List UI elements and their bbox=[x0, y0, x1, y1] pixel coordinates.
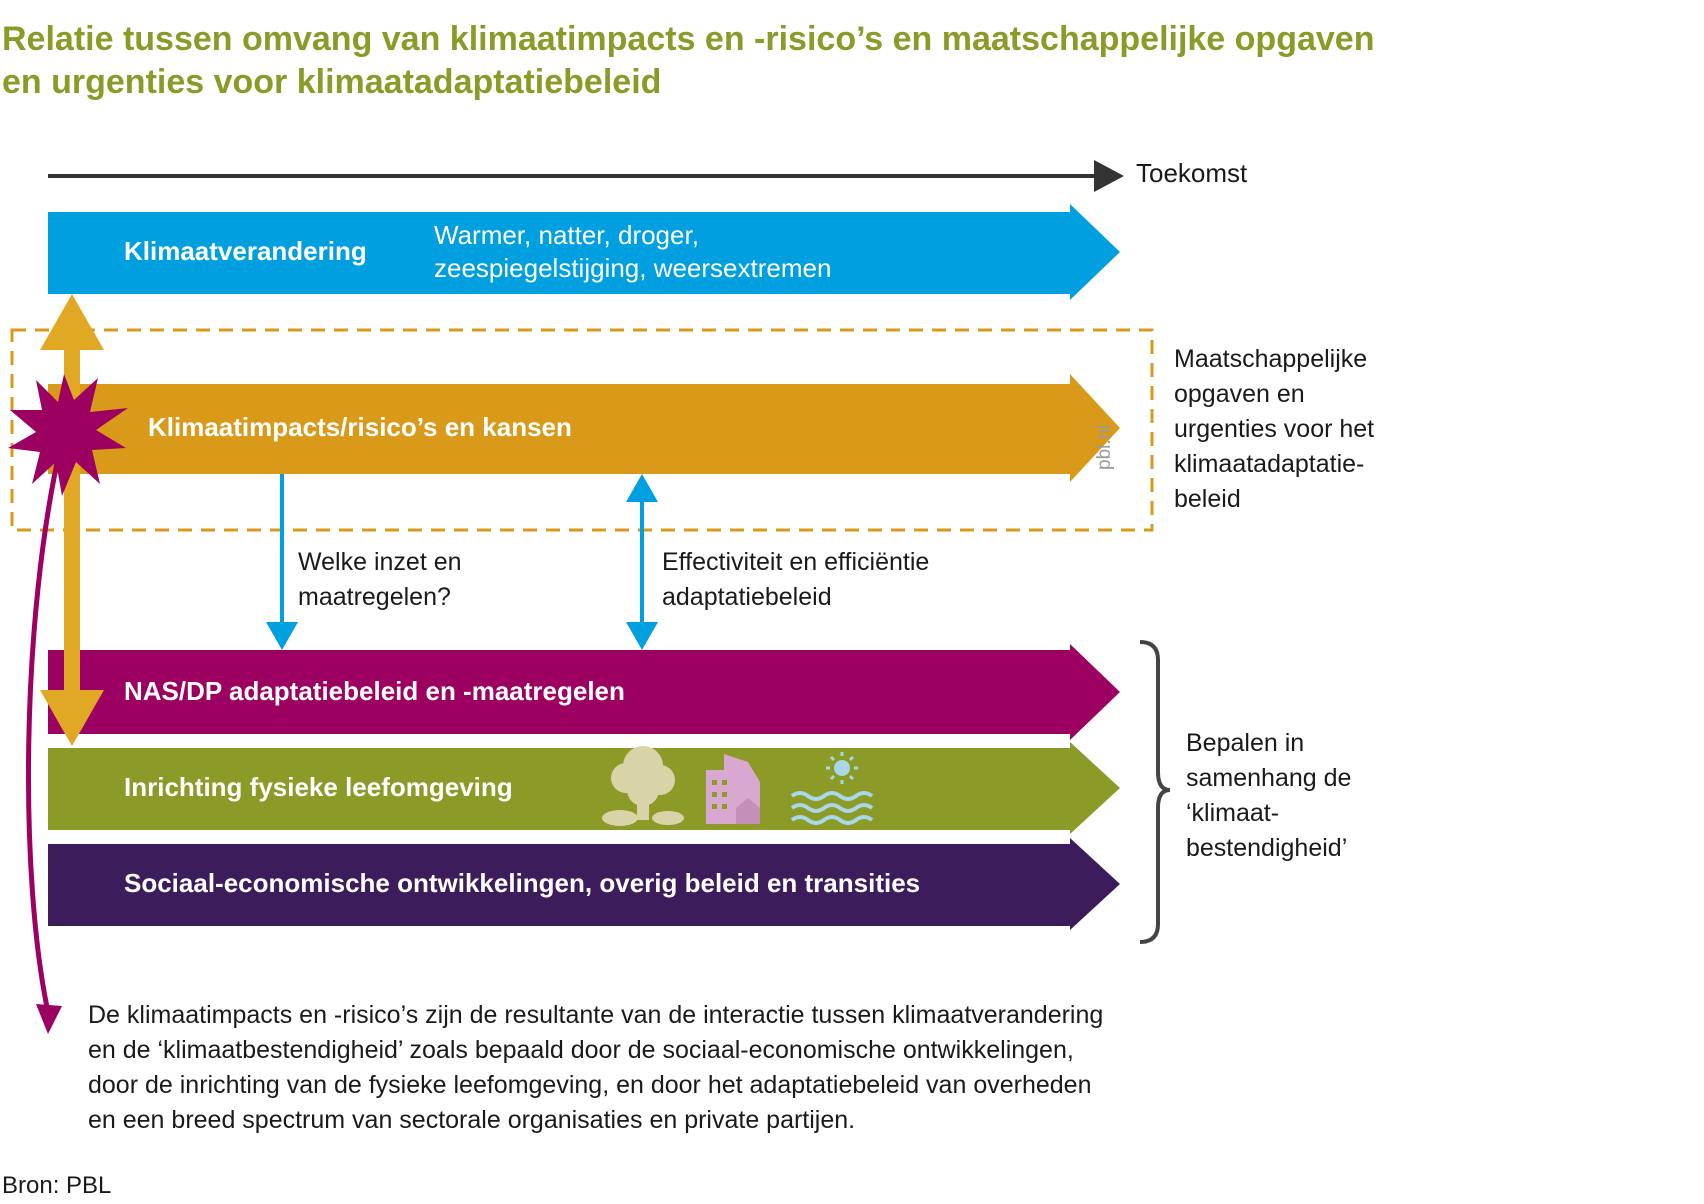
brace bbox=[1139, 640, 1171, 944]
dashed-box-label-line: urgenties voor het bbox=[1174, 415, 1375, 443]
bar-nas-dp bbox=[48, 644, 1120, 740]
tree-icon bbox=[602, 746, 684, 826]
buildings-icon bbox=[706, 754, 760, 824]
arrow-double-effectiviteit bbox=[626, 474, 658, 650]
arrow-magenta-curve bbox=[25, 439, 65, 1034]
bar-klimaatimpacts bbox=[48, 374, 1120, 482]
bar-sociaal-economisch bbox=[48, 838, 1120, 930]
bar-label-nas-dp: NAS/DP adaptatiebeleid en -maatregelen bbox=[124, 676, 625, 706]
question-right-line: Effectiviteit en efficiëntie bbox=[662, 548, 930, 576]
bar-sub-line1: Warmer, natter, droger, bbox=[434, 220, 699, 250]
bar-klimaatverandering bbox=[48, 204, 1120, 300]
arrow-down-inzet bbox=[266, 474, 298, 650]
dashed-box-label-line: klimaatadaptatie- bbox=[1174, 450, 1365, 478]
question-left-line: maatregelen? bbox=[298, 583, 451, 611]
dashed-box-label-line: beleid bbox=[1174, 485, 1241, 513]
page-title: Relatie tussen omvang van klimaatimpacts… bbox=[2, 20, 1375, 101]
question-right-line: adaptatiebeleid bbox=[662, 583, 832, 611]
brace-label-line: Bepalen in bbox=[1186, 729, 1305, 757]
dashed-box-label-line: Maatschappelijke bbox=[1174, 345, 1368, 373]
starburst-icon bbox=[8, 374, 128, 496]
bar-label-klimaatverandering: Klimaatverandering bbox=[124, 236, 367, 266]
question-left-line: Welke inzet en bbox=[298, 548, 462, 576]
bar-label-inrichting: Inrichting fysieke leefomgeving bbox=[124, 772, 513, 802]
footnote: De klimaatimpacts en -risico’s zijn de r… bbox=[88, 998, 1288, 1138]
footnote-line: door de inrichting van de fysieke leefom… bbox=[88, 1071, 1092, 1099]
brace-label: Bepalen in samenhang de ‘klimaat- besten… bbox=[1186, 726, 1351, 866]
footnote-line: en de ‘klimaatbestendigheid’ zoals bepaa… bbox=[88, 1036, 1074, 1064]
timeline-label: Toekomst bbox=[1136, 158, 1248, 188]
brace-label-line: bestendigheid’ bbox=[1186, 834, 1348, 862]
question-left: Welke inzet en maatregelen? bbox=[298, 545, 462, 615]
brace-label-line: ‘klimaat- bbox=[1186, 799, 1280, 827]
question-right: Effectiviteit en efficiëntie adaptatiebe… bbox=[662, 545, 929, 615]
source: Bron: PBL bbox=[2, 1172, 112, 1199]
footnote-line: De klimaatimpacts en -risico’s zijn de r… bbox=[88, 1001, 1104, 1029]
timeline-arrow bbox=[48, 160, 1124, 192]
dashed-box-label-line: opgaven en bbox=[1174, 380, 1305, 408]
dashed-box-label: Maatschappelijke opgaven en urgenties vo… bbox=[1174, 342, 1374, 517]
dashed-box bbox=[10, 328, 1154, 532]
bar-sub-line2: zeespiegelstijging, weersextremen bbox=[434, 253, 832, 283]
footnote-line: en een breed spectrum van sectorale orga… bbox=[88, 1106, 856, 1134]
sun-water-icon bbox=[790, 752, 874, 825]
watermark: pbl.nl bbox=[1094, 424, 1115, 470]
bar-label-klimaatimpacts: Klimaatimpacts/risico’s en kansen bbox=[148, 412, 572, 442]
brace-label-line: samenhang de bbox=[1186, 764, 1352, 792]
bar-label-sociaal-economisch: Sociaal-economische ontwikkelingen, over… bbox=[124, 868, 921, 898]
